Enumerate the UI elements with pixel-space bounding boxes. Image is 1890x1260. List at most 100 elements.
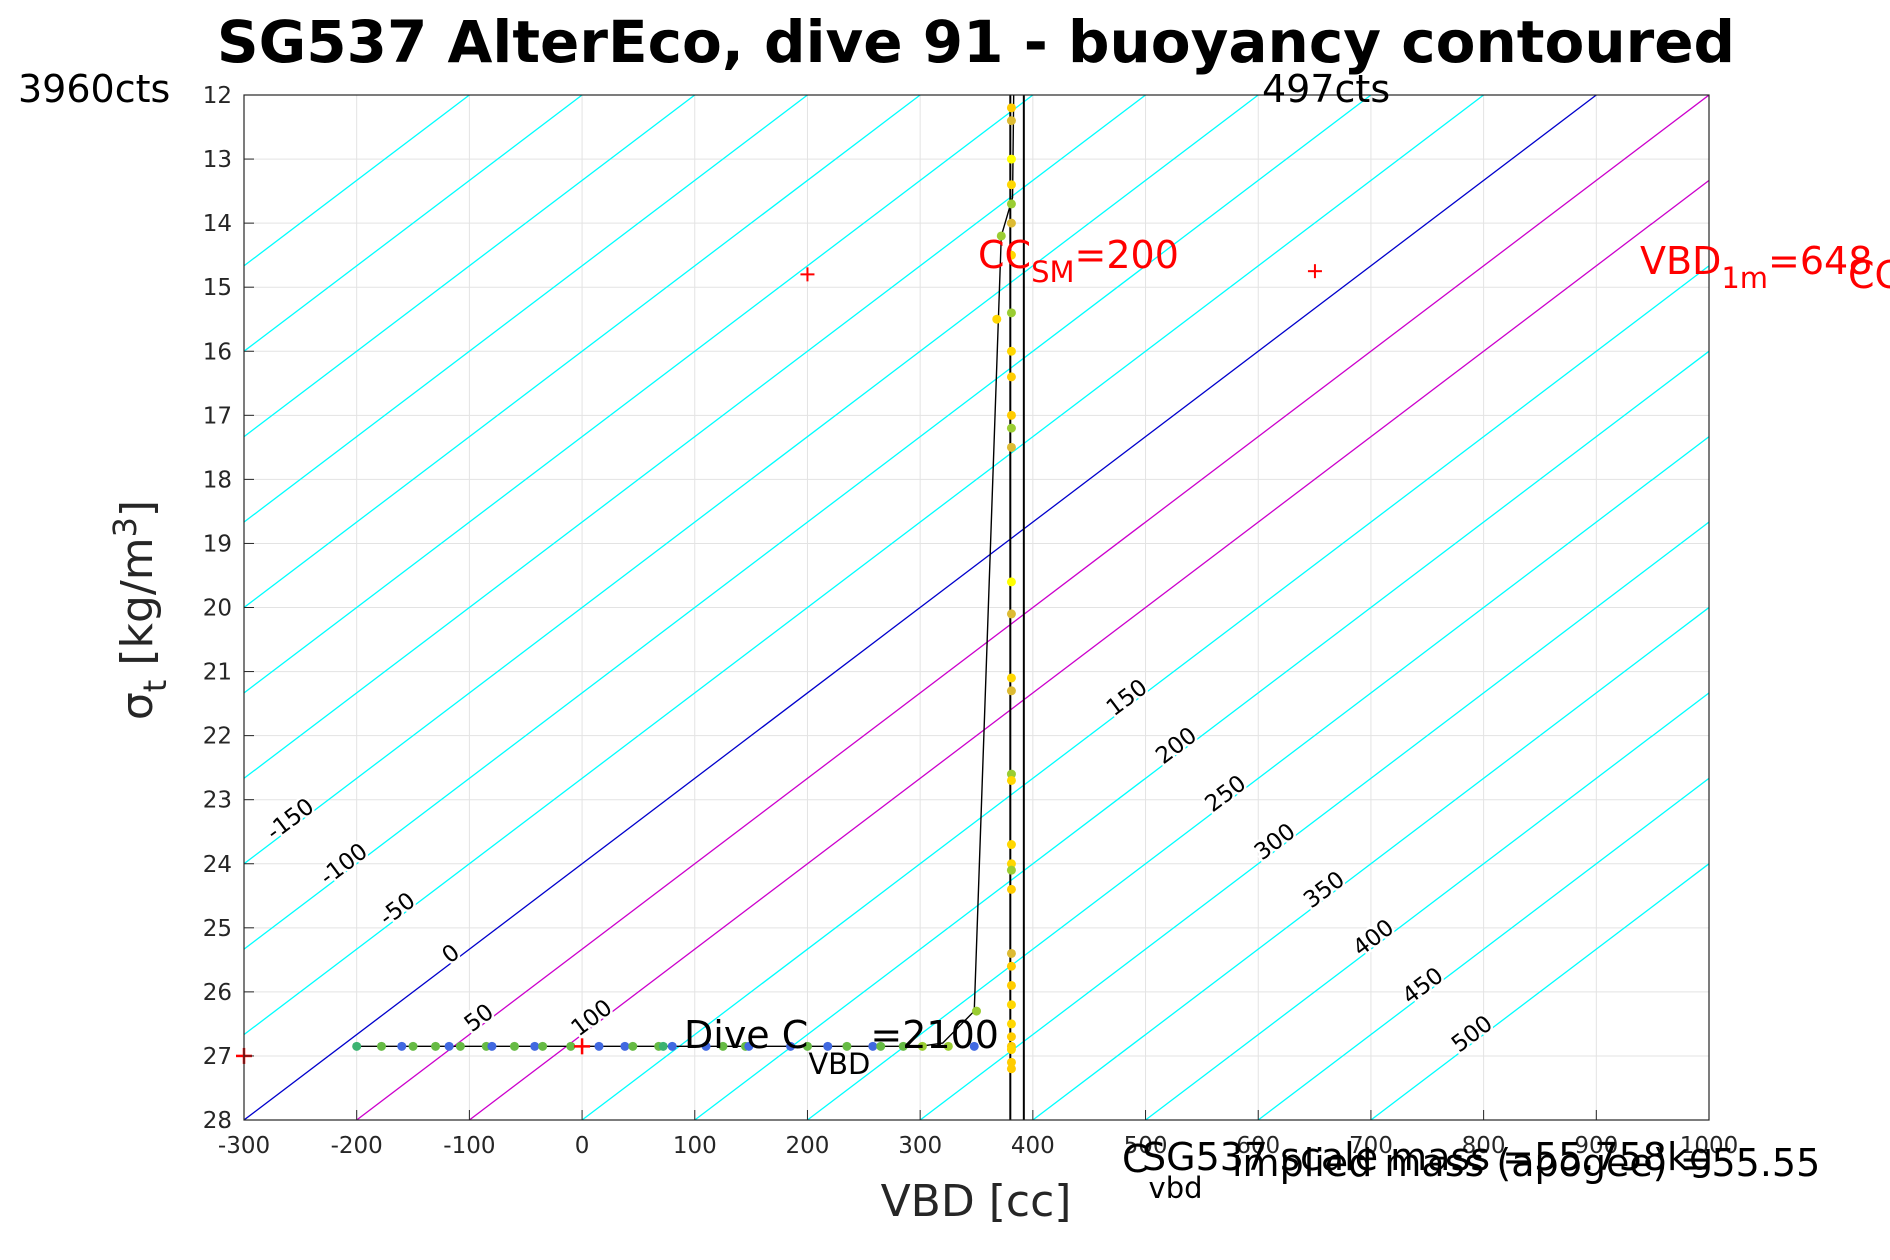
bottom-c-sub: vbd <box>1149 1171 1203 1205</box>
x-tick-label: -200 <box>331 1133 383 1159</box>
y-tick-label: 12 <box>203 83 232 109</box>
chart-title: SG537 AlterEco, dive 91 - buoyancy conto… <box>217 8 1735 76</box>
y-tick-label: 28 <box>203 1108 232 1134</box>
y-tick-label: 15 <box>203 275 232 301</box>
y-axis-sub: t <box>136 680 174 693</box>
data-point <box>628 1041 638 1051</box>
data-point <box>1006 1057 1016 1067</box>
contour-line <box>244 95 1034 694</box>
data-point <box>1006 410 1016 420</box>
x-axis-label: VBD [cc] <box>881 1176 1072 1227</box>
data-point <box>594 1041 604 1051</box>
vbd-1m-overlap-text: CC <box>1848 253 1890 297</box>
contour-line <box>356 95 1709 1120</box>
x-tick-label: 300 <box>898 1133 942 1159</box>
left-counts-label: 3960cts <box>18 67 170 111</box>
y-tick-labels: 12 13 14 15 16 17 18 19 20 21 22 23 24 25 26 27 28 <box>203 83 254 1134</box>
contour-line <box>244 95 583 353</box>
data-point <box>1006 1019 1016 1029</box>
data-point <box>352 1041 362 1051</box>
data-point <box>397 1041 407 1051</box>
data-point <box>1006 218 1016 228</box>
contour-line <box>244 95 1597 1120</box>
data-points <box>352 103 1016 1074</box>
data-point <box>823 1041 833 1051</box>
data-point <box>376 1041 386 1051</box>
data-point <box>868 1041 878 1051</box>
contour-line <box>919 521 1709 1120</box>
contour-line <box>581 265 1709 1120</box>
x-tick-label: 800 <box>1462 1133 1506 1159</box>
data-point <box>1006 116 1016 126</box>
x-tick-labels: -300 -200 -100 0 100 200 300 400 500 600 700 800 900… <box>218 1110 1738 1159</box>
data-point <box>509 1041 519 1051</box>
data-point <box>1006 308 1016 318</box>
data-point <box>1006 775 1016 785</box>
y-tick-label: 23 <box>203 788 232 814</box>
data-point <box>1006 1000 1016 1010</box>
y-tick-label: 18 <box>203 467 232 493</box>
y-axis-close: ] <box>112 500 163 517</box>
contour-line <box>1257 777 1709 1120</box>
vbd-1m-sub: 1m <box>1721 261 1768 295</box>
x-tick-label: 0 <box>575 1133 590 1159</box>
data-point <box>444 1041 454 1051</box>
data-point <box>1006 250 1016 260</box>
data-point <box>1006 859 1016 869</box>
data-point <box>658 1041 668 1051</box>
data-point <box>1006 865 1016 875</box>
x-tick-label: 700 <box>1349 1133 1393 1159</box>
data-point <box>898 1041 908 1051</box>
y-axis-unit: [kg/m <box>112 537 163 679</box>
implied-mass-label: implied mass (apogee) =55.55 <box>1232 1141 1820 1185</box>
vbd-1m-value: =648 <box>1768 239 1872 283</box>
contour-line <box>807 435 1709 1120</box>
data-point <box>1006 884 1016 894</box>
y-axis-label: σt [kg/m3] <box>106 500 174 720</box>
x-tick-label: 100 <box>673 1133 717 1159</box>
data-point <box>1006 840 1016 850</box>
data-point <box>996 231 1006 241</box>
data-point <box>1006 948 1016 958</box>
y-tick-label: 24 <box>203 852 232 878</box>
data-point <box>620 1041 630 1051</box>
data-point <box>1006 103 1016 113</box>
x-tick-label: 1000 <box>1680 1133 1739 1159</box>
data-point <box>1006 1064 1016 1074</box>
contour-line <box>244 95 1259 865</box>
dive-c-value: =2100 <box>870 1013 999 1057</box>
dive-c-text: Dive C <box>684 1013 808 1057</box>
x-tick-label: 900 <box>1574 1133 1618 1159</box>
data-point <box>744 1041 754 1051</box>
data-point <box>455 1041 465 1051</box>
y-tick-label: 21 <box>203 660 232 686</box>
data-point <box>992 314 1002 324</box>
data-point <box>701 1041 711 1051</box>
contour-line <box>468 179 1709 1120</box>
data-point <box>969 1041 979 1051</box>
data-point <box>408 1041 418 1051</box>
dive-c-sub: VBD <box>808 1047 870 1081</box>
contour-line <box>1032 606 1709 1120</box>
y-tick-label: 25 <box>203 916 232 942</box>
y-axis-symbol: σ <box>112 692 163 720</box>
data-point <box>802 1041 812 1051</box>
data-point <box>1006 673 1016 683</box>
data-point <box>1006 180 1016 190</box>
y-tick-label: 27 <box>203 1044 232 1070</box>
y-tick-label: 26 <box>203 980 232 1006</box>
vbd-1m-text: VBD <box>1640 239 1721 283</box>
data-point <box>1006 346 1016 356</box>
data-point <box>487 1041 497 1051</box>
data-point <box>972 1006 981 1016</box>
right-counts-label: 497cts <box>1262 67 1390 111</box>
scale-mass-label: SG537 scale mass =55.758kg <box>1142 1135 1713 1179</box>
data-point <box>1006 199 1016 209</box>
data-point <box>842 1041 852 1051</box>
y-tick-label: 13 <box>203 147 232 173</box>
y-tick-label: 16 <box>203 339 232 365</box>
data-point <box>1006 961 1016 971</box>
x-tick-label: -100 <box>443 1133 495 1159</box>
data-point <box>1006 1045 1016 1055</box>
contour-line <box>244 95 1146 780</box>
